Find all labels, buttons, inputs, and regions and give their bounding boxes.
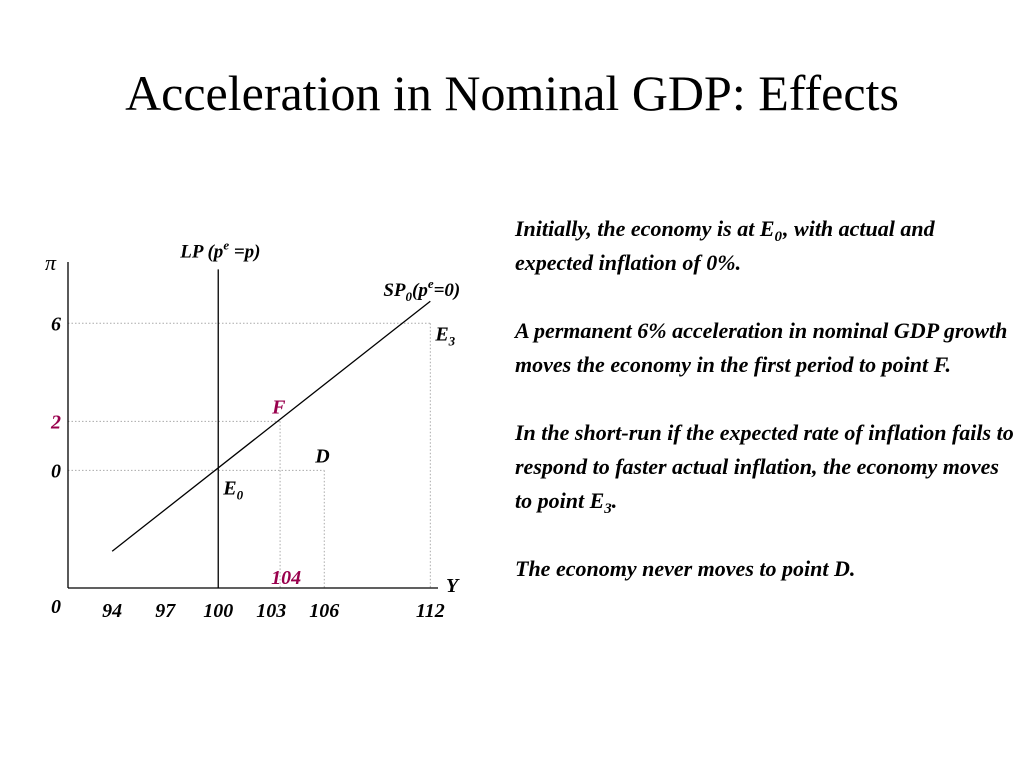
x-axis-symbol: Y bbox=[446, 575, 460, 597]
origin-label: 0 bbox=[51, 596, 61, 618]
point-label-D: D bbox=[314, 445, 329, 467]
note-never-d: The economy never moves to point D. bbox=[515, 556, 856, 581]
y-tick-0: 0 bbox=[51, 460, 61, 482]
curve-labels: LP (pe =p)SP0(pe=0) bbox=[179, 237, 460, 304]
x-tick-94: 94 bbox=[102, 600, 122, 622]
sp-label-sup: e bbox=[428, 276, 434, 291]
lp-label-main: LP (p bbox=[179, 241, 223, 262]
point-F-main: F bbox=[271, 396, 286, 418]
sp-label: SP0(pe=0) bbox=[383, 276, 460, 304]
y-axis-symbol: π bbox=[45, 250, 57, 275]
lp-label-sup: e bbox=[223, 237, 229, 252]
note-acceleration: A permanent 6% acceleration in nominal G… bbox=[515, 318, 1008, 377]
sp-label-mid: (p bbox=[412, 280, 428, 301]
lp-label: LP (pe =p) bbox=[179, 237, 260, 262]
sp-label-sub: 0 bbox=[406, 289, 413, 304]
note-short-run: In the short-run if the expected rate of… bbox=[515, 420, 1014, 517]
point-E3-main: E bbox=[434, 323, 448, 345]
lp-label-end: =p) bbox=[229, 241, 260, 262]
sp-label-end: =0) bbox=[434, 280, 461, 301]
y-tick-6: 6 bbox=[51, 313, 61, 335]
sp-label-main: SP bbox=[383, 280, 406, 301]
point-E3-sub: 3 bbox=[448, 333, 456, 348]
tick-labels: 6 2 0 94 97 100 103 106 112 104 bbox=[50, 313, 445, 622]
point-label-E3: E3 bbox=[434, 323, 455, 348]
y-tick-2: 2 bbox=[50, 411, 61, 433]
curves bbox=[111, 269, 431, 588]
x-tick-97: 97 bbox=[155, 600, 176, 622]
point-label-F: F bbox=[271, 396, 286, 418]
x-tick-103: 103 bbox=[256, 600, 286, 622]
point-D-main: D bbox=[314, 445, 329, 467]
annotation-104: 104 bbox=[271, 567, 301, 589]
slide-title: Acceleration in Nominal GDP: Effects bbox=[125, 65, 899, 121]
explanation-text: Initially, the economy is at E0, with ac… bbox=[515, 212, 1015, 620]
sp-line bbox=[111, 300, 431, 552]
point-E0-main: E bbox=[222, 477, 236, 499]
point-E0-sub: 0 bbox=[237, 487, 244, 502]
note-initial-state: Initially, the economy is at E0, with ac… bbox=[515, 216, 935, 275]
x-tick-100: 100 bbox=[203, 600, 233, 622]
point-label-E0: E0 bbox=[222, 477, 243, 502]
guide-lines bbox=[68, 322, 431, 588]
x-tick-106: 106 bbox=[309, 600, 339, 622]
x-tick-112: 112 bbox=[416, 600, 445, 622]
